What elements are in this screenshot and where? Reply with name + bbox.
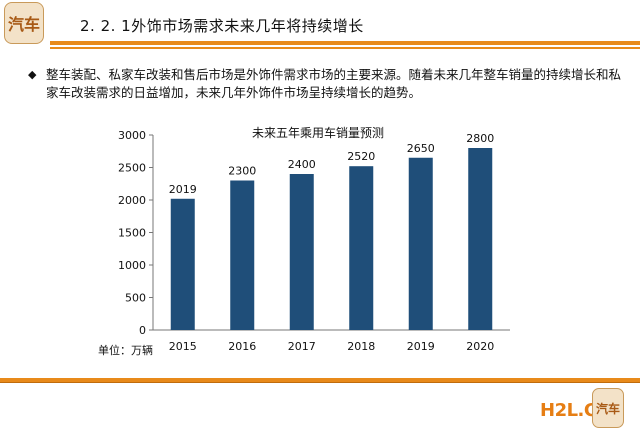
y-tick-label: 0	[139, 324, 146, 337]
y-tick-label: 2000	[118, 194, 146, 207]
bar	[289, 174, 314, 330]
bullet-text: 整车装配、私家车改装和售后市场是外饰件需求市场的主要来源。随着未来几年整车销量的…	[46, 67, 622, 100]
bar	[230, 180, 255, 330]
bar-data-label: 2800	[466, 132, 494, 145]
y-tick-label: 2500	[118, 162, 146, 175]
footer-divider	[0, 378, 640, 383]
x-tick-label: 2015	[169, 340, 197, 353]
y-tick-label: 1500	[118, 227, 146, 240]
page-title: 2. 2. 1外饰市场需求未来几年将持续增长	[80, 17, 364, 35]
x-tick-label: 2017	[288, 340, 316, 353]
x-tick-label: 2018	[347, 340, 375, 353]
bar	[349, 166, 374, 330]
header-divider	[50, 41, 640, 47]
bar-data-label: 2019	[169, 183, 197, 196]
x-tick-label: 2016	[228, 340, 256, 353]
bar-data-label: 2650	[407, 142, 435, 155]
y-tick-label: 3000	[118, 129, 146, 142]
bullet-point: ◆ 整车装配、私家车改装和售后市场是外饰件需求市场的主要来源。随着未来几年整车销…	[28, 66, 630, 102]
watermark-badge-text: 汽车	[595, 401, 620, 416]
bar	[408, 157, 433, 330]
watermark-logo: H2L.CN 汽车	[540, 388, 636, 434]
bar-data-label: 2520	[347, 150, 375, 163]
brand-logo: 汽车	[4, 2, 44, 44]
bar	[170, 198, 195, 330]
watermark-badge: 汽车	[592, 388, 624, 428]
unit-label: 单位：万辆	[98, 344, 153, 357]
chart-title: 未来五年乘用车销量预测	[252, 125, 384, 140]
brand-logo-text: 汽车	[7, 15, 40, 34]
y-tick-label: 1000	[118, 259, 146, 272]
x-tick-label: 2020	[466, 340, 494, 353]
y-tick-label: 500	[125, 292, 146, 305]
x-tick-label: 2019	[407, 340, 435, 353]
bar-data-label: 2400	[288, 158, 316, 171]
diamond-bullet-icon: ◆	[28, 68, 37, 81]
bar-data-label: 2300	[228, 165, 256, 178]
bar	[468, 148, 493, 330]
